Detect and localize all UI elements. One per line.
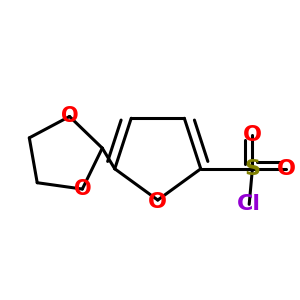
Text: Cl: Cl	[237, 194, 261, 214]
Text: O: O	[243, 125, 262, 145]
Text: O: O	[277, 159, 296, 179]
Text: S: S	[244, 159, 260, 179]
Text: O: O	[74, 179, 91, 199]
Text: O: O	[148, 192, 167, 212]
Text: O: O	[61, 106, 78, 127]
